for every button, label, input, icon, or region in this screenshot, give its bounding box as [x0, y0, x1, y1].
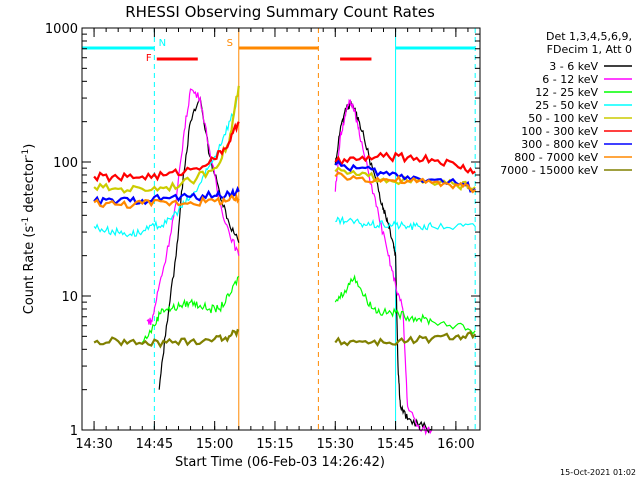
x-tick-label-3: 15:15 — [256, 437, 293, 452]
series-line-7 — [93, 171, 476, 209]
series-line-0 — [158, 96, 432, 434]
legend-entry-label-3: 25 - 50 keV — [535, 99, 598, 112]
flag-label-0: N — [159, 38, 166, 49]
legend-entry-label-7: 800 - 7000 keV — [514, 151, 598, 164]
legend-entry-label-2: 12 - 25 keV — [535, 86, 598, 99]
y-axis-label-mid: detector — [22, 157, 37, 217]
legend: Det 1,3,4,5,6,9,FDecim 1, Att 0 3 - 6 keV… — [500, 30, 632, 177]
y-axis-label-end: ) — [22, 144, 37, 149]
footer-timestamp: 15-Oct-2021 01:02 — [560, 468, 636, 477]
x-axis-label: Start Time (06-Feb-03 14:26:42) — [175, 455, 385, 470]
series-line-6 — [93, 159, 476, 208]
x-tick-label-2: 15:00 — [196, 437, 233, 452]
x-tick-label-0: 14:30 — [75, 437, 112, 452]
x-tick-label-1: 14:45 — [136, 437, 173, 452]
flag-label-2: S — [227, 38, 233, 49]
y-tick-label-3: 1000 — [45, 22, 78, 37]
legend-entry-label-8: 7000 - 15000 keV — [500, 164, 598, 177]
y-axis-label: Count Rate (s-1 detector-1) — [21, 144, 37, 315]
series-line-2 — [141, 274, 476, 343]
plot-frame — [81, 27, 481, 431]
x-tick-label-5: 15:45 — [377, 437, 414, 452]
series-line-1 — [146, 88, 433, 436]
legend-entry-label-1: 6 - 12 keV — [542, 73, 598, 86]
series-line-5 — [93, 121, 476, 184]
series-line-8 — [93, 328, 477, 349]
y-tick-label-0: 1 — [70, 424, 78, 439]
legend-header-0: Det 1,3,4,5,6,9, — [546, 30, 632, 43]
legend-entry-label-0: 3 - 6 keV — [549, 60, 598, 73]
y-axis-label-sup2: -1 — [21, 149, 31, 158]
series-layer — [93, 85, 477, 436]
legend-header-1: FDecim 1, Att 0 — [547, 43, 632, 56]
chart-title: RHESSI Observing Summary Count Rates — [125, 3, 435, 21]
flag-bars: NF S — [82, 38, 476, 64]
legend-entry-label-4: 50 - 100 keV — [528, 112, 598, 125]
legend-entry-label-6: 300 - 800 keV — [521, 138, 598, 151]
legend-entry-label-5: 100 - 300 keV — [521, 125, 598, 138]
x-tick-label-4: 15:30 — [317, 437, 354, 452]
x-tick-label-6: 16:00 — [437, 437, 474, 452]
axes: 1 10 100 1000 14:30 14:45 15:00 15:15 15:30 15:45… — [45, 22, 481, 452]
series-line-3 — [93, 91, 476, 238]
y-axis-label-sup1: -1 — [21, 217, 31, 226]
y-axis-label-main: Count Rate (s — [22, 226, 37, 315]
flag-label-1: F — [146, 53, 152, 64]
y-tick-label-2: 100 — [53, 156, 78, 171]
y-tick-label-1: 10 — [61, 290, 78, 305]
